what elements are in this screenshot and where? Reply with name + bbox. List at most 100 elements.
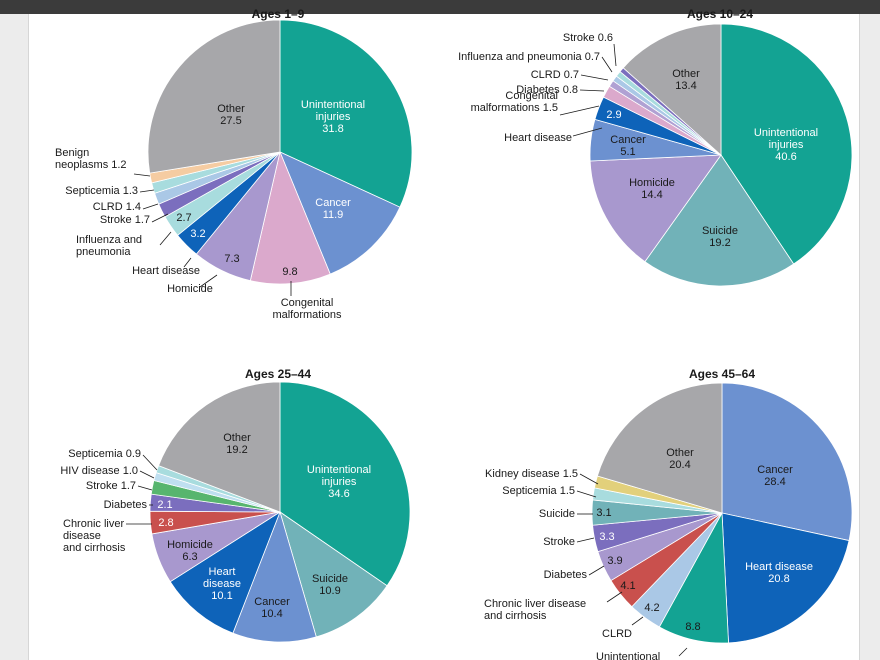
- callout-line: [613, 43, 617, 67]
- slice-label-other: Other 20.4: [666, 447, 694, 471]
- callout-line: [151, 213, 169, 223]
- slice-label-stroke: 3.3: [599, 531, 614, 543]
- callout-line: [579, 89, 605, 92]
- slice-label-chronic-liver-disease-and-cirrhosis: 2.8: [158, 517, 173, 529]
- slice-name-suicide: Suicide: [539, 508, 575, 520]
- slice-label-unintentional-injuries: Unintentional injuries 40.6: [754, 127, 818, 163]
- slice-name-diabetes: Diabetes: [104, 499, 148, 511]
- pie-slice-suicide: [644, 154, 795, 287]
- pie-slice-heart-disease: [721, 512, 850, 644]
- slice-label-homicide: 7.3: [224, 253, 239, 265]
- slice-label-homicide: Homicide 6.3: [167, 539, 213, 563]
- slice-label-benign-neoplasms: Benign neoplasms 1.2: [55, 147, 127, 171]
- callout-line: [678, 647, 688, 657]
- pie-slice-unintentional-injuries: [279, 19, 413, 208]
- slice-label-suicide: Suicide 19.2: [702, 225, 738, 249]
- viewer-left-gutter: [0, 14, 29, 660]
- callout-line: [588, 565, 605, 576]
- slice-label-septicemia: Septicemia 0.9: [68, 448, 141, 460]
- pie-slice-other: [147, 19, 281, 174]
- slice-label-unintentional-injuries: 8.8: [685, 621, 700, 633]
- slice-label-heart-disease: Heart disease 20.8: [745, 561, 813, 585]
- slice-label-chronic-liver-disease-and-cirrhosis: 4.1: [620, 580, 635, 592]
- slice-label-septicemia: Septicemia 1.5: [502, 485, 575, 497]
- callout-line: [579, 473, 599, 485]
- pie-slice-other: [596, 382, 723, 514]
- callout-line: [559, 105, 600, 116]
- pie-slice-cancer: [279, 151, 401, 275]
- callout-line: [142, 454, 158, 471]
- callout-line: [139, 189, 155, 193]
- slice-name-homicide: Homicide: [167, 283, 213, 295]
- slice-label-heart-disease: 2.9: [606, 109, 621, 121]
- viewer-top-bar: [0, 0, 880, 14]
- slice-name-heart-disease: Heart disease: [504, 132, 572, 144]
- callout-line: [137, 485, 153, 491]
- callout-line: [606, 591, 623, 603]
- pie-slice-cancer: [232, 510, 317, 643]
- slice-label-influenza-and-pneumonia: Influenza and pneumonia 0.7: [458, 51, 600, 63]
- pie-slice-suicide: [279, 511, 388, 638]
- slice-name-chronic-liver-disease-and-cirrhosis: Chronic liver disease and cirrhosis: [63, 518, 126, 554]
- slice-name-unintentional-injuries: Unintentional: [596, 651, 660, 660]
- callout-line: [142, 203, 159, 210]
- slice-label-suicide: 3.1: [596, 507, 611, 519]
- slice-label-unintentional-injuries: Unintentional injuries 31.8: [301, 99, 365, 135]
- slice-label-clrd: CLRD 1.4: [93, 201, 141, 213]
- slice-label-congenital-malformations: 9.8: [282, 266, 297, 278]
- slice-label-cancer: Cancer 5.1: [610, 134, 646, 158]
- slice-label-stroke: Stroke 1.7: [100, 214, 150, 226]
- slice-name-influenza-and-pneumonia: Influenza and pneumonia: [76, 234, 142, 258]
- pie-chart-ages-45-64: Ages 45–64 Cancer 28.4 Heart disease 20.8 8.8…: [484, 367, 853, 660]
- pie-slice-other: [622, 23, 722, 156]
- callout-line: [139, 470, 155, 479]
- slice-label-other: Other 27.5: [217, 103, 245, 127]
- slice-label-heart-disease: 3.2: [190, 228, 205, 240]
- slice-label-other: Other 19.2: [223, 432, 251, 456]
- pie-slice-cancer: [721, 382, 853, 542]
- callout-line: [601, 56, 613, 73]
- chart-title: Ages 1–9: [252, 7, 305, 21]
- slice-label-cancer: Cancer 11.9: [315, 197, 351, 221]
- slice-label-cancer: Cancer 10.4: [254, 596, 290, 620]
- slice-label-stroke: Stroke 1.7: [86, 480, 136, 492]
- slice-label-septicemia: Septicemia 1.3: [65, 185, 138, 197]
- pie-slice-unintentional-injuries: [279, 381, 411, 587]
- callout-line: [199, 274, 218, 288]
- slice-name-stroke: Stroke: [543, 536, 575, 548]
- slice-label-influenza-and-pneumonia: 2.7: [176, 212, 191, 224]
- callout-line: [572, 127, 603, 137]
- slice-label-diabetes: 2.1: [157, 499, 172, 511]
- callout-line: [576, 537, 595, 543]
- slice-label-clrd: 4.2: [644, 602, 659, 614]
- callout-line: [183, 257, 192, 268]
- slice-label-congenital-malformations: Congenital malformations 1.5: [471, 90, 558, 114]
- slice-name-diabetes: Diabetes: [544, 569, 588, 581]
- slice-name-heart-disease: Heart disease: [132, 265, 200, 277]
- slice-label-hiv-disease: HIV disease 1.0: [60, 465, 138, 477]
- slice-label-diabetes: 3.9: [607, 555, 622, 567]
- chart-title: Ages 25–44: [245, 367, 311, 381]
- callout-line: [576, 490, 597, 498]
- slice-label-other: Other 13.4: [672, 68, 700, 92]
- slice-name-chronic-liver-disease-and-cirrhosis: Chronic liver disease and cirrhosis: [484, 598, 586, 622]
- pie-slice-other: [158, 381, 281, 513]
- pie-slice-heart-disease: [169, 511, 281, 634]
- slice-label-clrd: CLRD 0.7: [531, 69, 579, 81]
- slice-label-diabetes: Diabetes 0.8: [516, 84, 578, 96]
- slice-label-kidney-disease: Kidney disease 1.5: [485, 468, 578, 480]
- chart-title: Ages 10–24: [687, 7, 753, 21]
- pie-slice-homicide: [589, 154, 722, 263]
- callout-line: [159, 231, 172, 246]
- slice-label-stroke: Stroke 0.6: [563, 32, 613, 44]
- chart-title: Ages 45–64: [689, 367, 755, 381]
- slice-label-suicide: Suicide 10.9: [312, 573, 348, 597]
- slice-name-clrd: CLRD: [602, 628, 632, 640]
- callout-line: [631, 616, 644, 626]
- slice-label-cancer: Cancer 28.4: [757, 464, 793, 488]
- pie-chart-ages-1-9: Ages 1–9 Unintentional injuries 31.8 Cancer 1…: [55, 7, 413, 321]
- callout-line: [580, 74, 609, 81]
- pie-chart-ages-10-24: Ages 10–24 Unintentional injuries 40.6 Suici…: [458, 7, 853, 287]
- slice-label-heart-disease: Heart disease 10.1: [203, 566, 241, 602]
